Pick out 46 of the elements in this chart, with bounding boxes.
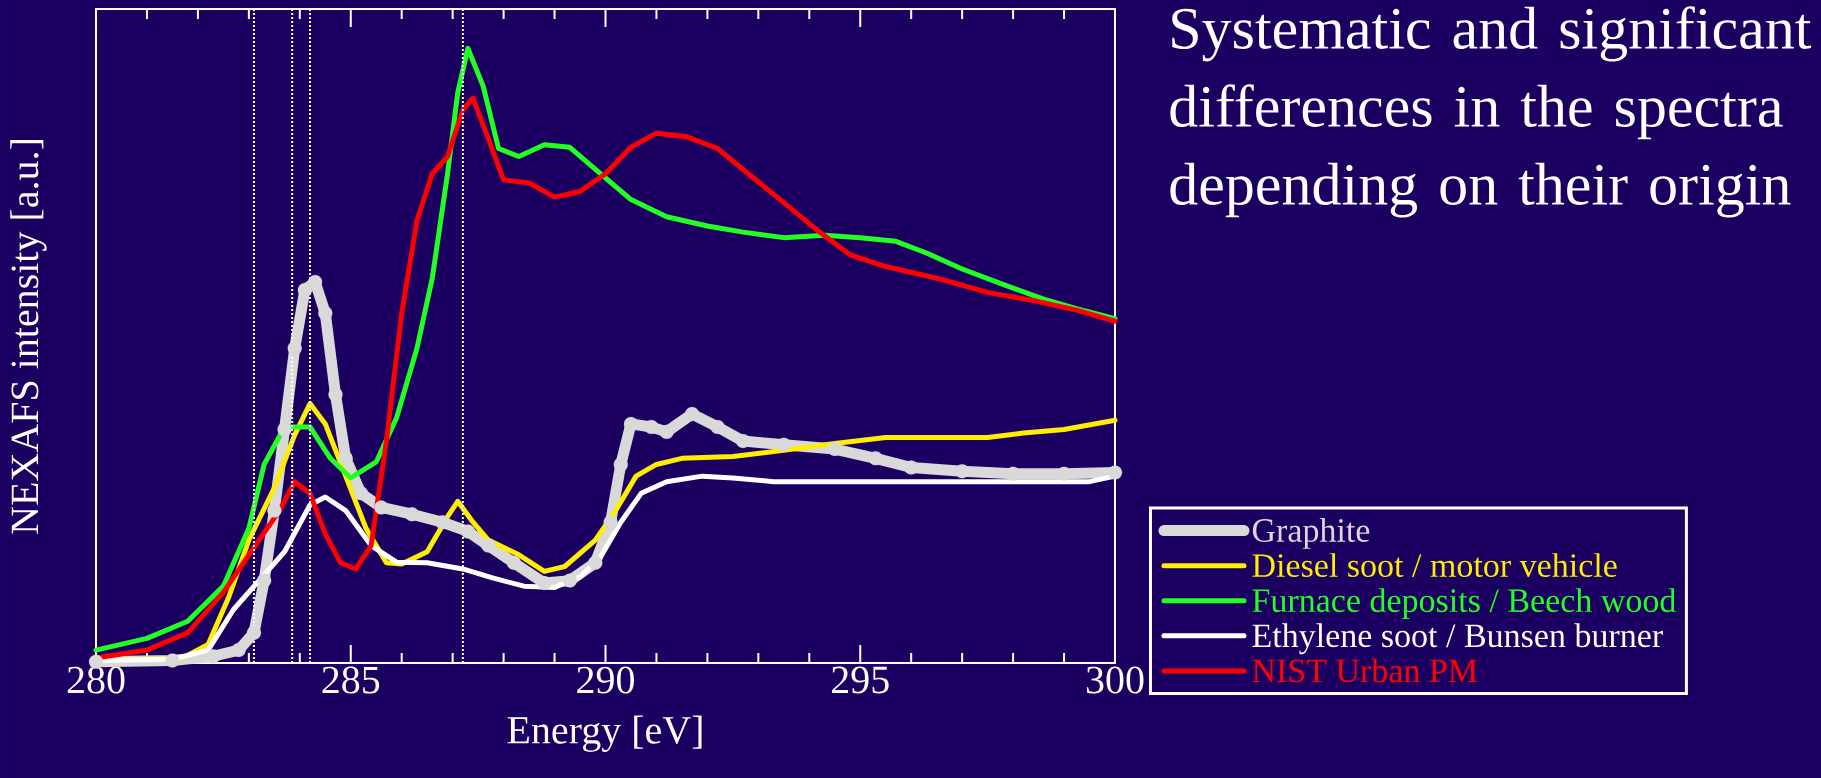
point (588, 555, 603, 570)
point (165, 653, 180, 668)
legend-label: Ethylene soot / Bunsen burner (1252, 623, 1663, 655)
point (353, 486, 368, 501)
point (435, 515, 450, 530)
x-axis-title: Energy [eV] (507, 715, 702, 752)
point (231, 643, 246, 658)
x-tick-label: 295 (832, 666, 889, 694)
point (644, 419, 659, 435)
point (257, 573, 272, 588)
x-tick-label: 290 (577, 666, 634, 694)
y-axis-title: NEXAFS intensity [a.u.] (10, 140, 47, 534)
point (827, 442, 842, 457)
point (868, 451, 883, 466)
point (328, 387, 343, 402)
x-tick-label: 300 (1086, 666, 1144, 694)
point (1107, 465, 1123, 480)
point (404, 507, 419, 522)
point (904, 460, 919, 475)
legend-label: NIST Urban PM (1252, 658, 1478, 683)
x-tick-label: 285 (322, 666, 380, 694)
point (603, 515, 618, 530)
point (277, 422, 292, 437)
point (287, 341, 302, 356)
point (318, 306, 333, 321)
point (267, 503, 282, 518)
point (685, 406, 700, 422)
point (710, 419, 725, 435)
point (297, 282, 312, 297)
point (374, 500, 389, 515)
point (338, 451, 353, 466)
point (246, 625, 262, 640)
legend-label: Furnace deposits / Beech wood (1252, 588, 1676, 620)
point (562, 573, 577, 588)
legend-label: Graphite (1252, 518, 1370, 549)
point (206, 649, 221, 664)
x-tick-label: 280 (67, 666, 125, 694)
point (776, 437, 791, 452)
point (481, 538, 496, 553)
legend-label: Diesel soot / motor vehicle (1252, 553, 1617, 578)
point (506, 555, 521, 570)
text: Systematic and significant differences in the spectra depending on their origin (1170, 6, 1812, 218)
point (659, 424, 674, 439)
point (537, 576, 552, 591)
point (460, 524, 475, 539)
point (613, 457, 628, 472)
